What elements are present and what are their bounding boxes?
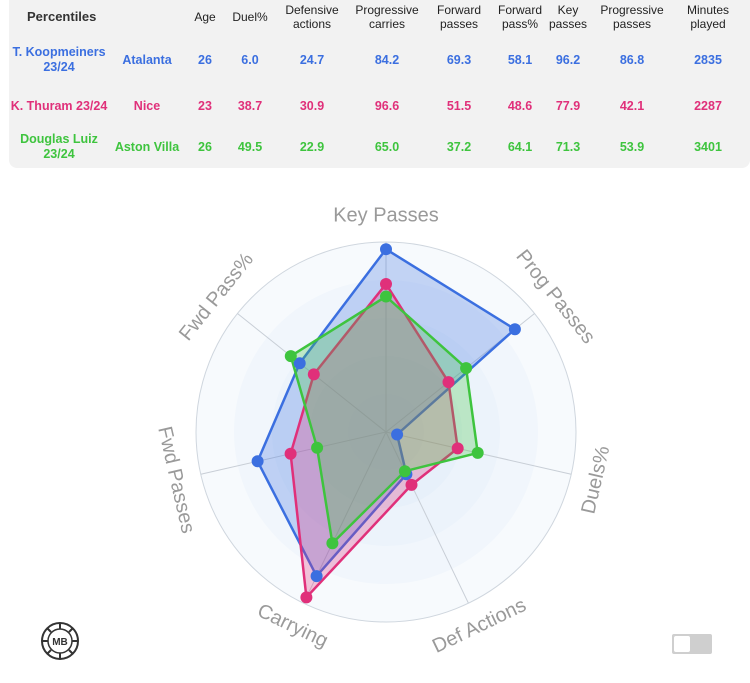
series-point [380, 278, 392, 290]
series-point [391, 428, 404, 441]
series-point [442, 376, 455, 389]
value-cell: 51.5 [446, 98, 472, 113]
value-cell: 48.6 [507, 98, 533, 113]
percentiles-table-card [9, 0, 750, 168]
series-point [398, 465, 411, 478]
value-cell: 2287 [694, 98, 722, 113]
team-cell: Atalanta [122, 52, 172, 67]
header-forward-passes: Forward passes [436, 3, 481, 31]
value-cell: 69.3 [446, 52, 472, 67]
value-cell: 49.5 [237, 139, 263, 154]
series-point [451, 442, 464, 455]
table-row: Douglas Luiz 23/24 Aston Villa 26 49.5 22.9 6… [9, 126, 750, 168]
value-cell: 42.1 [619, 98, 645, 113]
value-cell: 26 [198, 139, 212, 154]
player-cell: T. Koopmeiners 23/24 [12, 45, 106, 74]
player-cell: Douglas Luiz 23/24 [20, 132, 98, 161]
header-key-passes: Key passes [548, 3, 588, 31]
series-area [289, 282, 459, 599]
value-cell: 58.1 [507, 52, 533, 67]
percentiles-table: Percentiles Age Duel% Defensive actions … [9, 0, 750, 168]
series-point [508, 323, 521, 336]
value-cell: 96.6 [374, 98, 400, 113]
series-area [289, 295, 479, 545]
mb-logo: MB [41, 622, 79, 660]
logo-text: MB [52, 637, 68, 648]
series-point [284, 447, 297, 460]
axis-label: Fwd Passes [153, 424, 199, 535]
axis-label: Duels% [577, 444, 614, 516]
value-cell: 30.9 [299, 98, 325, 113]
series-point [300, 591, 313, 604]
series-point [310, 570, 323, 583]
series-point [460, 362, 473, 375]
header-defensive-actions: Defensive actions [285, 3, 339, 31]
table-row: T. Koopmeiners 23/24 Atalanta 26 6.0 24.7 84.… [9, 34, 750, 86]
value-cell: 86.8 [619, 52, 645, 67]
value-cell: 65.0 [374, 139, 400, 154]
series-point [293, 357, 306, 370]
header-percentiles: Percentiles [27, 9, 97, 24]
player-cell: K. Thuram 23/24 [10, 98, 108, 113]
value-cell: 6.0 [241, 52, 259, 67]
header-progressive-carries: Progressive carries [355, 3, 419, 31]
value-cell: 23 [198, 98, 212, 113]
axis-label: Key Passes [333, 204, 439, 226]
series-point [380, 243, 392, 256]
header-forward-pass-pct: Forward pass% [497, 3, 542, 31]
header-progressive-passes: Progressive passes [600, 3, 664, 31]
series-point [380, 290, 392, 303]
series-point [311, 441, 324, 454]
header-duel-pct: Duel% [232, 10, 268, 24]
toggle-knob[interactable] [674, 636, 690, 652]
series-point [471, 446, 484, 459]
value-cell: 71.3 [555, 139, 581, 154]
value-cell: 3401 [694, 139, 722, 154]
table-header-row: Percentiles Age Duel% Defensive actions … [9, 0, 750, 34]
series-point [251, 455, 264, 468]
table-row: K. Thuram 23/24 Nice 23 38.7 30.9 96.6 51.5 48.… [9, 86, 750, 126]
value-cell: 22.9 [299, 139, 325, 154]
series-point [307, 368, 320, 381]
series-area [256, 247, 517, 578]
team-cell: Nice [133, 98, 161, 113]
value-cell: 37.2 [446, 139, 472, 154]
toggle-switch[interactable] [672, 634, 712, 654]
value-cell: 53.9 [619, 139, 645, 154]
value-cell: 26 [198, 52, 212, 67]
value-cell: 2835 [694, 52, 722, 67]
header-minutes-played: Minutes played [686, 3, 730, 31]
value-cell: 64.1 [507, 139, 533, 154]
team-cell: Aston Villa [114, 139, 180, 154]
series-point [326, 537, 339, 550]
header-age: Age [194, 10, 216, 24]
value-cell: 77.9 [555, 98, 581, 113]
radar-spoke [385, 431, 469, 604]
value-cell: 84.2 [374, 52, 400, 67]
value-cell: 96.2 [555, 52, 581, 67]
value-cell: 24.7 [299, 52, 325, 67]
value-cell: 38.7 [237, 98, 263, 113]
series-point [405, 478, 418, 491]
series-point [284, 350, 297, 363]
